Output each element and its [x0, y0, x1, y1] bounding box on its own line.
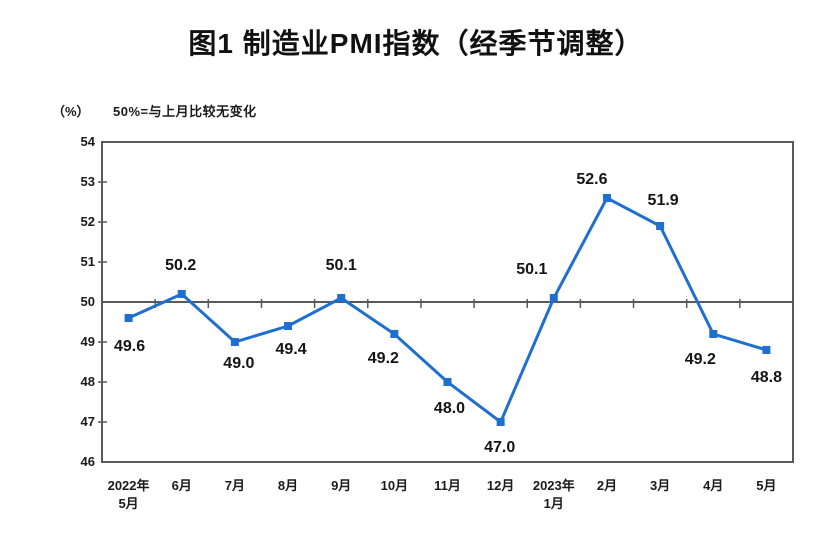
data-label: 49.0 [223, 355, 255, 372]
x-tick-label: 7月 [224, 478, 245, 493]
x-tick-label: 3月 [649, 478, 671, 493]
data-point-marker [177, 290, 186, 298]
data-label: 49.4 [275, 341, 307, 358]
data-label: 50.2 [165, 257, 197, 274]
y-tick-label: 54 [80, 134, 95, 149]
x-tick-label: 6月 [171, 478, 192, 493]
data-point-marker [124, 314, 133, 322]
data-label: 52.6 [576, 171, 608, 188]
data-label: 49.6 [113, 338, 146, 355]
data-point-marker [602, 194, 611, 202]
data-label: 51.9 [647, 192, 679, 209]
data-point-marker [709, 330, 718, 338]
x-tick-label: 10月 [380, 478, 409, 493]
x-tick-label: 9月 [331, 478, 352, 493]
data-label: 48.8 [750, 369, 782, 386]
y-tick-label: 51 [80, 254, 95, 269]
data-label: 49.2 [684, 351, 716, 368]
x-tick-label: 5月 [756, 478, 777, 493]
x-tick-label: 11月 [434, 478, 461, 493]
x-tick-label: 8月 [277, 478, 299, 493]
data-label: 49.2 [367, 350, 399, 367]
data-point-marker [337, 294, 346, 302]
y-tick-label: 49 [80, 334, 95, 349]
line-series [127, 195, 767, 425]
data-point-marker [284, 322, 293, 330]
data-point-marker [496, 418, 505, 426]
data-label: 47.0 [484, 439, 516, 456]
data-label: 48.0 [433, 400, 466, 417]
x-tick-label: 2022年 5月 [107, 478, 150, 511]
plot-area [98, 141, 794, 463]
y-axis-unit-label: （%） [52, 104, 90, 119]
x-tick-label: 4月 [703, 478, 724, 493]
chart-title: 图1 制造业PMI指数（经季节调整） [188, 28, 644, 59]
x-tick-label: 2月 [596, 478, 618, 493]
y-tick-label: 50 [80, 294, 95, 309]
x-tick-label: 2023年 1月 [532, 478, 575, 511]
data-point-marker [390, 330, 399, 338]
y-tick-label: 48 [80, 374, 95, 389]
data-point-marker [656, 222, 665, 230]
data-point-marker [443, 378, 452, 386]
data-point-marker [762, 346, 771, 354]
y-tick-label: 47 [80, 414, 95, 429]
reference-line-note: 50%=与上月比较无变化 [113, 104, 257, 119]
x-tick-label: 12月 [486, 478, 515, 493]
data-point-marker [549, 294, 558, 302]
data-label: 50.1 [325, 257, 357, 274]
y-tick-label: 46 [80, 454, 95, 469]
y-tick-label: 52 [80, 214, 95, 229]
data-label: 50.1 [516, 261, 548, 278]
data-point-marker [230, 338, 239, 346]
y-tick-label: 53 [80, 174, 95, 189]
